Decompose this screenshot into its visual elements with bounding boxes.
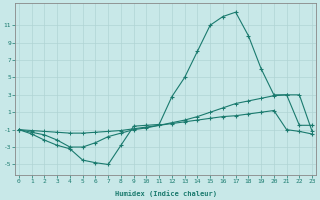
X-axis label: Humidex (Indice chaleur): Humidex (Indice chaleur): [115, 190, 217, 197]
